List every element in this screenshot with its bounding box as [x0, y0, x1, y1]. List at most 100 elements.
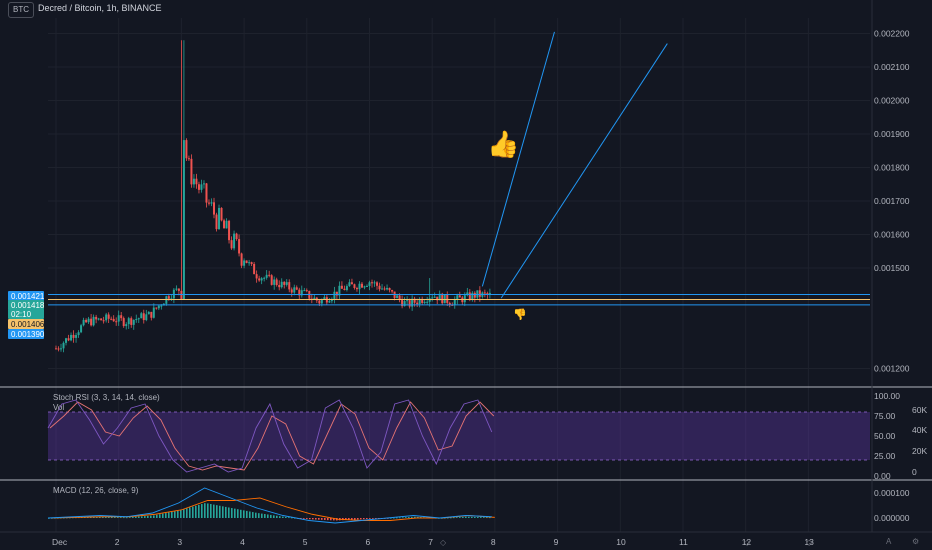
candle-body	[441, 293, 444, 304]
trendline	[500, 43, 668, 299]
candle-body	[263, 277, 266, 279]
candle-body	[205, 183, 208, 203]
price-axis-label: 0.001500	[874, 263, 910, 273]
macd-histogram-bar	[147, 515, 149, 518]
candle-body	[192, 178, 195, 185]
price-tag	[8, 309, 44, 319]
candle-body	[165, 296, 168, 304]
candle-body	[235, 233, 238, 240]
macd-histogram-bar	[312, 518, 314, 520]
price-tag-label: 0.001421	[11, 292, 45, 301]
candle-body	[90, 318, 93, 326]
macd-line	[47, 487, 492, 524]
candle-body	[398, 295, 401, 300]
candle-body	[270, 275, 273, 285]
macd-histogram-bar	[255, 512, 257, 518]
macd-histogram-bar	[222, 506, 224, 518]
candle-body	[55, 348, 57, 350]
candle-body	[253, 263, 256, 275]
thumbs-down-icon: 👎	[513, 308, 527, 321]
candle-body	[433, 296, 436, 298]
macd-histogram-bar	[459, 517, 461, 518]
macd-histogram-bar	[249, 511, 251, 518]
macd-pane	[47, 487, 495, 524]
candle-body	[378, 285, 381, 290]
macd-histogram-bar	[231, 508, 233, 518]
candle-body	[187, 158, 190, 160]
candle-body	[458, 295, 461, 298]
candle-body	[185, 140, 188, 159]
candle-body	[210, 202, 213, 204]
macd-histogram-bar	[246, 510, 248, 518]
symbol-badge[interactable]: BTC	[8, 2, 34, 18]
candle-body	[260, 278, 263, 281]
candle-body	[67, 338, 70, 341]
time-axis-label: 5	[303, 537, 308, 547]
macd-histogram-bar	[327, 518, 329, 521]
candle-body	[428, 298, 431, 302]
macd-histogram-bar	[117, 517, 119, 518]
candle-body	[152, 307, 155, 318]
time-marker-icon[interactable]: ◇	[440, 538, 447, 547]
price-axis-label: 0.001700	[874, 196, 910, 206]
macd-histogram-bar	[456, 517, 458, 519]
macd-histogram-bar	[411, 516, 413, 518]
macd-histogram-bar	[234, 508, 236, 518]
thumbs-up-icon: 👍	[487, 129, 519, 159]
macd-histogram-bar	[354, 518, 356, 520]
candle-body	[468, 292, 471, 300]
candle-body	[70, 334, 73, 341]
candle-body	[207, 202, 210, 204]
candle-body	[290, 289, 293, 293]
price-axis-label: 0.001900	[874, 129, 910, 139]
macd-histogram-bar	[144, 516, 146, 518]
price-axis-label: 0.002200	[874, 29, 910, 39]
macd-histogram-bar	[105, 516, 107, 518]
candle-body	[190, 158, 193, 185]
candle-body	[175, 288, 178, 290]
time-axis-label: 6	[366, 537, 371, 547]
candle-body	[418, 298, 421, 305]
time-axis-label: 11	[679, 537, 688, 547]
price-tag	[8, 291, 44, 301]
candle-body	[240, 253, 243, 266]
candle-body	[137, 318, 140, 320]
macd-histogram-bar	[225, 506, 227, 518]
price-tag-label: 0.001418	[11, 301, 45, 310]
candle-body	[473, 292, 476, 298]
time-marker-icon[interactable]: ◇	[806, 538, 813, 547]
candle-body	[305, 290, 308, 292]
macd-histogram-bar	[111, 517, 113, 518]
macd-histogram-bar	[450, 517, 452, 519]
macd-histogram-bar	[402, 517, 404, 519]
candle-body	[105, 314, 108, 321]
candle-body	[140, 313, 143, 319]
gear-icon[interactable]: ⚙	[912, 537, 920, 546]
candle-body	[230, 240, 233, 249]
macd-histogram-bar	[270, 514, 272, 518]
macd-histogram-bar	[132, 516, 134, 518]
trendline	[481, 31, 555, 287]
candle-body	[413, 298, 416, 303]
candle-body	[303, 290, 306, 292]
candle-body	[155, 307, 158, 309]
candle-body	[293, 287, 296, 293]
candle-body	[381, 288, 384, 290]
price-axis-label: 0.002000	[874, 96, 910, 106]
auto-scale-icon[interactable]: A	[886, 537, 892, 546]
stoch-axis-label: 75.00	[874, 411, 896, 421]
macd-histogram-bar	[360, 518, 362, 520]
macd-histogram-bar	[348, 518, 350, 520]
macd-histogram-bar	[96, 516, 98, 518]
time-marker-icon[interactable]: ◇	[744, 538, 751, 547]
candle-body	[333, 291, 336, 299]
candle-body	[243, 260, 246, 266]
macd-histogram-bar	[165, 513, 167, 518]
candle-body	[112, 318, 115, 322]
candle-body	[275, 279, 278, 285]
candle-body	[368, 282, 371, 286]
candle-body	[313, 297, 316, 300]
stoch-band	[48, 412, 870, 460]
time-axis-label: Dec	[52, 537, 68, 547]
